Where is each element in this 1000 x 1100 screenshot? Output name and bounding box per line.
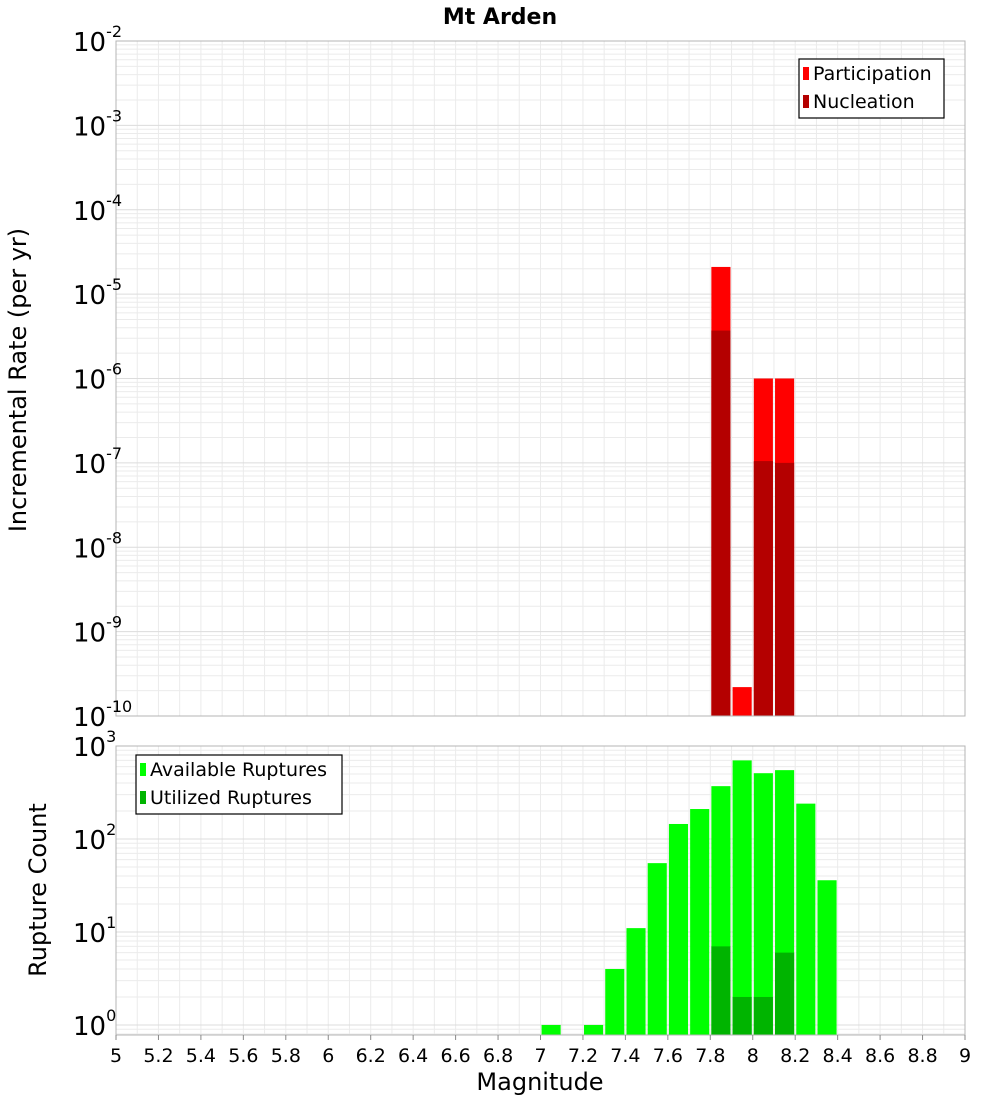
- rate-panel: 10-10 10-9 10-8 10-7 10-6 10-5 10-4 10-3 10-2 In…: [4, 22, 966, 733]
- legend-swatch-available: [140, 763, 146, 776]
- x-tick-label: 6.8: [483, 1045, 513, 1067]
- x-tick-label: 7.2: [568, 1045, 598, 1067]
- count-y-tick-label: 100: [73, 1006, 116, 1042]
- count-legend-box: [135, 754, 343, 815]
- rate-bar-secondary: [711, 330, 731, 716]
- count-bar-primary: [647, 863, 667, 1035]
- rate-bar-primary: [732, 687, 752, 716]
- count-bar-secondary: [775, 952, 795, 1035]
- count-bar-primary: [817, 880, 837, 1035]
- chart-title: Mt Arden: [443, 5, 557, 30]
- rate-y-axis-label: Incremental Rate (per yr): [4, 228, 32, 532]
- x-tick-label: 8.2: [780, 1045, 810, 1067]
- count-y-tick-label: 103: [73, 727, 116, 763]
- x-axis-ticks: 5 5.2 5.4 5.6 5.8 6 6.2 6.4 6.6 6.8 7 7.2 7.4 7.6 7.8 8…: [110, 1035, 971, 1067]
- x-tick-label: 8: [747, 1045, 759, 1067]
- x-tick-label: 6.2: [356, 1045, 386, 1067]
- rate-bar-secondary: [753, 461, 773, 716]
- count-panel-y-ticks: 100 101 102 103: [73, 727, 116, 1042]
- count-bar-primary: [732, 760, 752, 1035]
- legend-swatch-participation: [803, 67, 809, 80]
- x-tick-label: 6.6: [440, 1045, 470, 1067]
- rate-y-tick-label: 10-4: [73, 191, 122, 227]
- x-tick-label: 5.6: [228, 1045, 258, 1067]
- count-bar-primary: [626, 928, 646, 1035]
- x-tick-label: 6: [322, 1045, 334, 1067]
- x-tick-label: 7: [534, 1045, 546, 1067]
- count-bar-primary: [605, 968, 625, 1035]
- rate-y-tick-label: 10-6: [73, 360, 122, 396]
- rate-panel-frame: [115, 40, 966, 717]
- legend-label-participation: Participation: [813, 63, 932, 85]
- rate-legend: Participation Nucleation: [798, 58, 945, 119]
- count-bar-primary: [584, 1024, 604, 1035]
- rate-y-tick-label: 10-7: [73, 444, 122, 480]
- x-tick-label: 7.6: [653, 1045, 683, 1067]
- x-tick-label: 8.8: [907, 1045, 937, 1067]
- legend-label-nucleation: Nucleation: [813, 91, 915, 113]
- count-bar-primary: [541, 1024, 561, 1035]
- x-tick-label: 7.4: [610, 1045, 640, 1067]
- x-tick-label: 5: [110, 1045, 122, 1067]
- rate-y-tick-label: 10-10: [73, 697, 132, 733]
- rate-y-tick-label: 10-5: [73, 275, 122, 311]
- legend-swatch-utilized: [140, 791, 146, 804]
- x-tick-label: 5.4: [186, 1045, 216, 1067]
- rate-panel-y-ticks: 10-10 10-9 10-8 10-7 10-6 10-5 10-4 10-3 10-2: [73, 22, 132, 733]
- x-tick-label: 5.2: [143, 1045, 173, 1067]
- rate-bar-secondary: [775, 462, 795, 716]
- count-panel: 100 101 102 103 5 5.2 5.4 5.6 5.8 6 6.2 6.4 6.6 6.8 7…: [24, 727, 971, 1096]
- x-tick-label: 7.8: [695, 1045, 725, 1067]
- rate-y-tick-label: 10-8: [73, 528, 122, 564]
- count-bar-primary: [690, 809, 710, 1035]
- count-bar-secondary: [711, 946, 731, 1035]
- count-bar-secondary: [753, 996, 773, 1035]
- rate-y-tick-label: 10-2: [73, 22, 122, 58]
- x-tick-label: 6.4: [398, 1045, 428, 1067]
- rate-y-tick-label: 10-3: [73, 106, 122, 142]
- count-legend: Available Ruptures Utilized Ruptures: [135, 754, 343, 815]
- rate-legend-box: [798, 58, 945, 119]
- x-tick-label: 8.4: [823, 1045, 853, 1067]
- count-bar-secondary: [732, 996, 752, 1035]
- count-bar-primary: [796, 803, 816, 1035]
- count-y-axis-label: Rupture Count: [24, 803, 52, 977]
- count-bar-primary: [668, 823, 689, 1035]
- count-bar-primary: [753, 773, 773, 1035]
- x-tick-label: 9: [959, 1045, 971, 1067]
- rate-panel-grid: [115, 40, 966, 717]
- legend-label-available: Available Ruptures: [150, 759, 327, 781]
- x-tick-label: 8.6: [865, 1045, 895, 1067]
- count-y-tick-label: 101: [73, 913, 116, 949]
- rate-panel-bars: [711, 266, 795, 716]
- count-panel-bars: [541, 760, 837, 1035]
- count-y-tick-label: 102: [73, 820, 116, 856]
- x-axis-label: Magnitude: [476, 1068, 603, 1096]
- rate-y-tick-label: 10-9: [73, 613, 122, 649]
- legend-swatch-nucleation: [803, 95, 809, 108]
- x-tick-label: 5.8: [271, 1045, 301, 1067]
- legend-label-utilized: Utilized Ruptures: [150, 787, 312, 809]
